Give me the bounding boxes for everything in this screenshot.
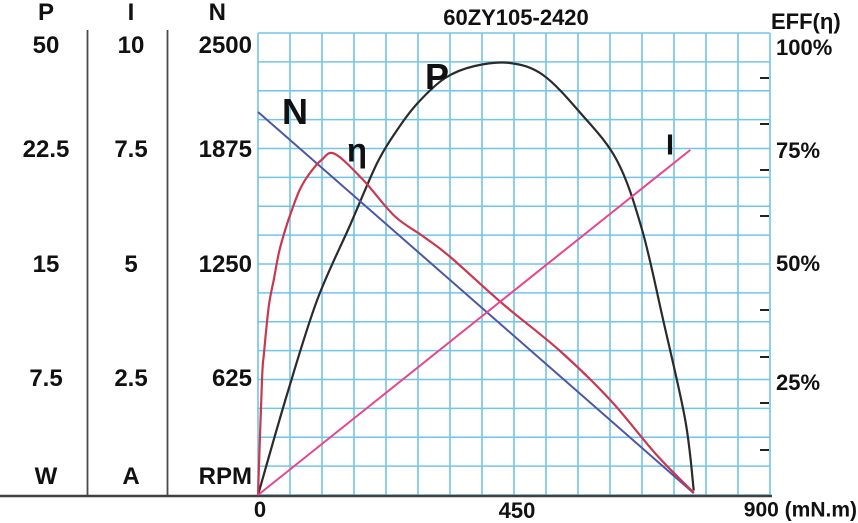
eff-axis-label: 100% [776,35,833,60]
table-value-p: 7.5 [29,365,63,392]
curve-I [257,149,691,496]
table-value-p: 15 [32,251,60,278]
curve-label-efficiency: η [346,131,368,169]
x-axis-tick-450: 450 [498,498,536,523]
table-value-n: 1250 [198,251,252,278]
table-value-i: 2.5 [114,365,148,392]
curve-label-current: I [665,129,675,162]
table-header-i: I [127,0,135,26]
x-axis-tick-0: 0 [253,497,267,522]
chart-title: 60ZY105-2420 [443,5,589,30]
curve-N [257,111,695,494]
eff-axis-label: 50% [776,251,821,276]
table-value-p: 22.5 [22,136,70,163]
curve-η [256,151,695,496]
table-unit-w: W [34,463,58,490]
table-unit-a: A [122,463,140,490]
curve-label-speed: N [282,91,308,132]
curve-P [256,61,695,496]
table-value-i: 5 [124,251,138,278]
table-value-n: 1875 [198,136,252,163]
table-header-p: P [37,0,55,26]
table-value-p: 50 [32,32,60,59]
eff-axis-header: EFF(η) [771,9,841,34]
table-value-i: 10 [117,32,145,59]
curve-label-power: P [424,56,450,97]
x-axis-tick-900-unit: 900 (mN.m) [743,498,857,522]
eff-axis-label: 25% [776,370,821,395]
table-value-n: 2500 [198,32,252,59]
table-unit-rpm: RPM [198,463,252,490]
table-header-n: N [208,0,226,26]
table-value-i: 7.5 [114,136,148,163]
eff-axis-label: 75% [776,138,821,163]
table-value-n: 625 [211,365,252,392]
